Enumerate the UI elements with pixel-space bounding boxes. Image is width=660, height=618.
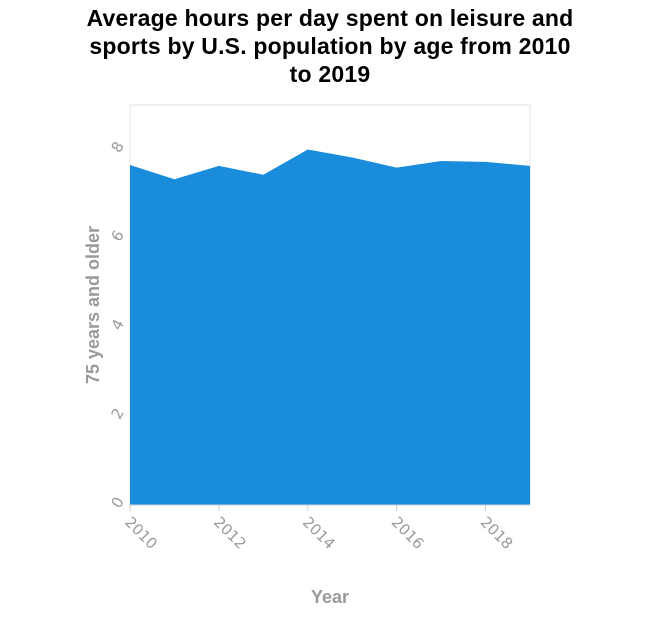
y-ticks: 0 2 4 6 8 bbox=[107, 138, 127, 511]
x-tick-label: 2012 bbox=[210, 513, 250, 553]
area-series bbox=[130, 149, 530, 505]
x-tick-label: 2014 bbox=[299, 513, 339, 553]
y-tick-label: 4 bbox=[107, 316, 127, 333]
area-layer bbox=[130, 149, 530, 505]
chart-title-line: Average hours per day spent on leisure a… bbox=[86, 5, 574, 31]
x-tick-label: 2010 bbox=[121, 513, 161, 553]
y-tick-label: 0 bbox=[107, 494, 127, 511]
y-axis-title: 75 years and older bbox=[83, 226, 103, 384]
x-tick-label: 2016 bbox=[388, 513, 428, 553]
x-axis-title: Year bbox=[311, 587, 349, 607]
chart-title-line: sports by U.S. population by age from 20… bbox=[89, 33, 571, 59]
x-tick-label: 2018 bbox=[477, 513, 517, 553]
x-ticks: 2010 2012 2014 2016 2018 bbox=[121, 505, 516, 553]
chart-title: Average hours per day spent on leisure a… bbox=[0, 4, 660, 88]
y-tick-label: 2 bbox=[107, 405, 127, 422]
chart-title-line: to 2019 bbox=[289, 61, 371, 87]
y-tick-label: 6 bbox=[107, 227, 127, 244]
y-tick-label: 8 bbox=[107, 138, 127, 155]
